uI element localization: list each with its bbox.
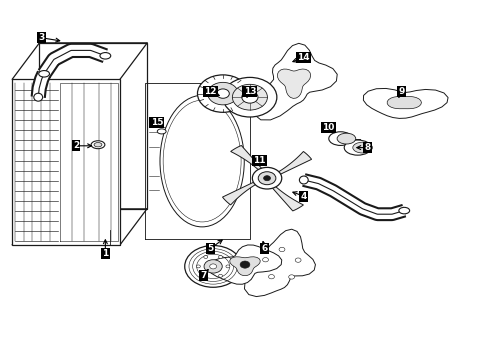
Polygon shape: [271, 184, 303, 211]
Circle shape: [258, 172, 276, 185]
Text: 15: 15: [150, 118, 163, 127]
Ellipse shape: [157, 129, 166, 134]
Circle shape: [217, 89, 229, 98]
Ellipse shape: [399, 207, 410, 214]
Circle shape: [208, 82, 238, 105]
Text: 2: 2: [73, 141, 79, 150]
Ellipse shape: [34, 93, 43, 101]
Polygon shape: [364, 89, 448, 118]
Circle shape: [263, 257, 269, 262]
Polygon shape: [277, 69, 311, 98]
Text: 7: 7: [200, 271, 207, 280]
Text: 8: 8: [365, 143, 370, 152]
Circle shape: [269, 275, 274, 279]
Circle shape: [232, 84, 268, 110]
Polygon shape: [222, 181, 260, 205]
Circle shape: [223, 77, 277, 117]
Text: 12: 12: [204, 87, 217, 96]
Circle shape: [204, 260, 222, 273]
Circle shape: [196, 265, 200, 268]
Circle shape: [210, 264, 217, 269]
Circle shape: [295, 258, 301, 262]
Polygon shape: [231, 145, 263, 173]
Ellipse shape: [39, 71, 49, 77]
Circle shape: [204, 256, 208, 258]
Text: 9: 9: [398, 87, 405, 96]
Text: 3: 3: [39, 33, 45, 42]
Circle shape: [264, 176, 270, 181]
Text: 14: 14: [297, 53, 310, 62]
Circle shape: [252, 167, 282, 189]
Ellipse shape: [100, 53, 111, 59]
Ellipse shape: [353, 142, 372, 153]
Circle shape: [219, 256, 222, 258]
Circle shape: [242, 91, 258, 103]
Text: 6: 6: [262, 244, 268, 253]
Polygon shape: [274, 152, 312, 175]
Polygon shape: [208, 245, 282, 284]
Circle shape: [279, 247, 285, 252]
Circle shape: [240, 261, 250, 268]
Polygon shape: [12, 79, 120, 245]
Text: 1: 1: [102, 249, 108, 258]
Polygon shape: [245, 229, 316, 297]
Circle shape: [204, 274, 208, 277]
Circle shape: [197, 75, 248, 112]
Text: 13: 13: [244, 87, 256, 96]
Text: 11: 11: [253, 156, 266, 165]
Text: 4: 4: [300, 192, 307, 201]
Text: 5: 5: [208, 244, 214, 253]
Circle shape: [185, 246, 242, 287]
Ellipse shape: [94, 143, 102, 147]
Ellipse shape: [329, 132, 352, 145]
Circle shape: [219, 274, 222, 277]
Polygon shape: [387, 96, 421, 109]
Ellipse shape: [344, 140, 371, 155]
Polygon shape: [253, 43, 337, 120]
Ellipse shape: [337, 133, 356, 144]
Text: 10: 10: [322, 123, 335, 132]
Ellipse shape: [91, 141, 105, 149]
Circle shape: [226, 265, 230, 268]
Ellipse shape: [299, 176, 308, 184]
Polygon shape: [230, 257, 260, 276]
Circle shape: [289, 275, 294, 279]
Ellipse shape: [160, 95, 244, 227]
